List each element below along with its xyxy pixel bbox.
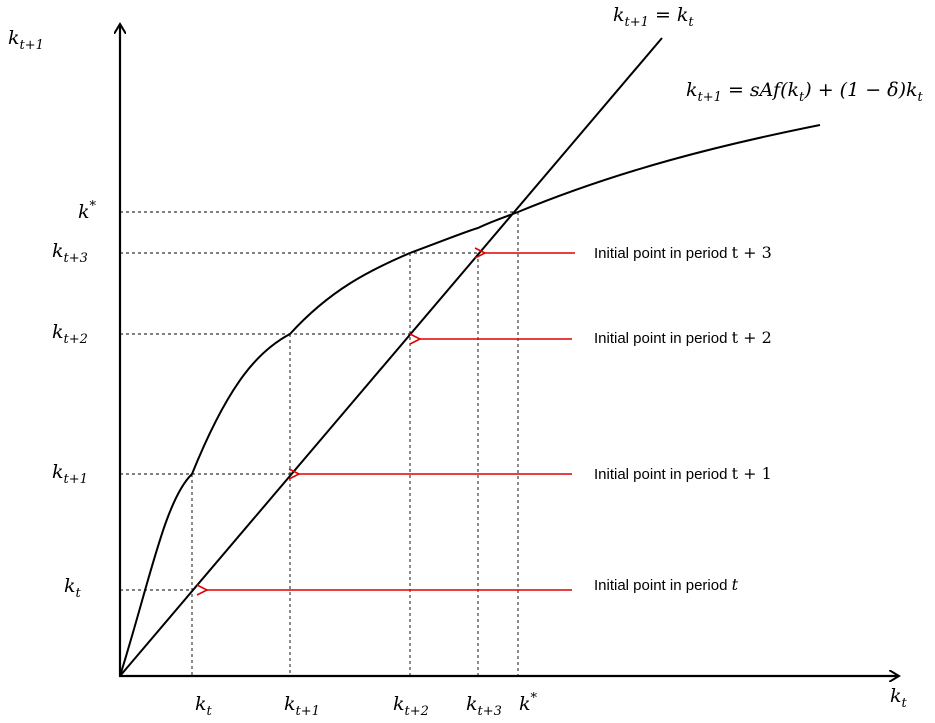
guide-lines <box>120 211 519 675</box>
annotation-period-t1: Initial point in period t + 1 <box>594 464 772 483</box>
y-tick-kt1: kt+1 <box>52 461 88 487</box>
law-of-motion-curve <box>119 124 821 677</box>
x-tick-kstar: k* <box>519 691 538 715</box>
y-tick-kstar: k* <box>78 199 97 223</box>
y-tick-kt3: kt+3 <box>52 240 88 266</box>
x-tick-labels: kt kt+1 kt+2 kt+3 k* <box>195 691 538 719</box>
annotation-period-t3: Initial point in period t + 3 <box>594 243 772 262</box>
identity-line-label: kt+1 = kt <box>613 4 694 30</box>
x-axis-label: kt <box>890 685 908 711</box>
annotation-period-t: Initial point in period t <box>594 575 739 594</box>
identity-line <box>119 37 663 677</box>
y-tick-labels: k* kt+3 kt+2 kt+1 kt <box>52 199 97 601</box>
law-of-motion-label: kt+1 = sAf(kt) + (1 − δ)kt <box>686 79 924 105</box>
y-axis-label: kt+1 <box>8 27 44 53</box>
annotation-period-t2: Initial point in period t + 2 <box>594 328 772 347</box>
x-tick-kt: kt <box>195 693 213 719</box>
x-tick-kt2: kt+2 <box>393 693 429 719</box>
x-tick-kt3: kt+3 <box>466 693 502 719</box>
x-tick-kt1: kt+1 <box>284 693 320 719</box>
annotations: Initial point in period t + 3 Initial po… <box>594 243 772 594</box>
period-arrows <box>207 253 575 590</box>
y-tick-kt2: kt+2 <box>52 321 88 347</box>
y-tick-kt: kt <box>64 575 82 601</box>
